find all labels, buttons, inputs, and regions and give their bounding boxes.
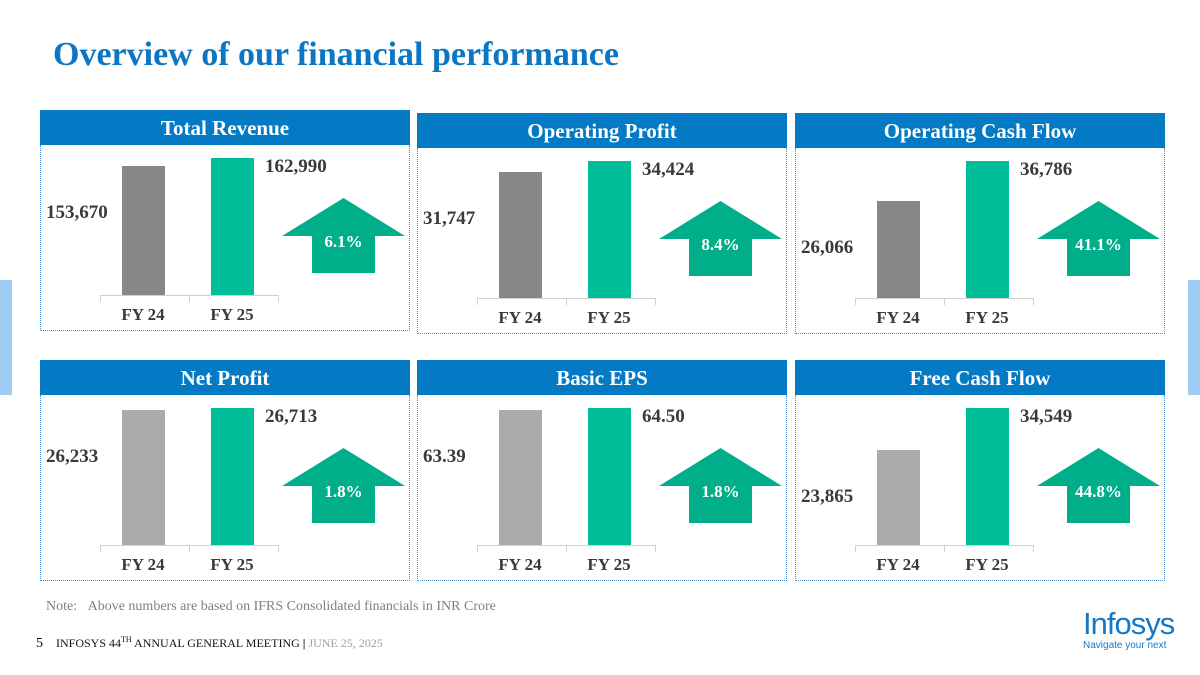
data-label-fy25: 34,549 (1020, 406, 1073, 427)
chart-title: Net Profit (40, 360, 410, 395)
growth-percent: 1.8% (701, 482, 740, 501)
up-arrow-icon (282, 448, 405, 523)
up-arrow-icon (659, 448, 782, 523)
up-arrow-icon (282, 198, 405, 273)
data-label-fy24: 31,747 (423, 207, 476, 229)
chart-title: Operating Profit (417, 113, 787, 148)
data-label-fy25: 26,713 (265, 406, 318, 427)
x-tick-label: FY 24 (876, 308, 920, 327)
x-axis (855, 298, 1034, 305)
up-arrow-icon (1037, 448, 1160, 523)
x-tick-label: FY 24 (121, 555, 165, 574)
data-label-fy24: 26,233 (46, 446, 99, 468)
chart-area (795, 148, 1165, 334)
data-label-fy24: 23,865 (801, 486, 854, 508)
x-tick-label: FY 25 (587, 555, 631, 574)
chart-panel: Operating Cash Flow FY 24 FY 25 26,066 3… (795, 113, 1165, 335)
chart-area (40, 145, 410, 331)
chart-area (417, 148, 787, 334)
bar-fy24 (122, 165, 165, 295)
footer-separator: | (302, 636, 306, 650)
data-label-fy24: 63.39 (423, 446, 466, 468)
bar-fy24 (122, 410, 165, 545)
growth-percent: 1.8% (324, 482, 363, 501)
x-tick-label: FY 25 (965, 308, 1009, 327)
bar-fy25 (211, 158, 254, 295)
bar-fy24 (877, 450, 920, 545)
growth-percent: 41.1% (1075, 235, 1122, 254)
right-accent-bar (1188, 280, 1200, 395)
x-tick-label: FY 25 (210, 305, 254, 324)
x-axis (100, 545, 279, 552)
bar-fy25 (966, 161, 1009, 298)
growth-percent: 8.4% (701, 235, 740, 254)
note-text: Above numbers are based on IFRS Consolid… (87, 599, 496, 614)
bar-fy25 (588, 161, 631, 298)
x-axis (855, 545, 1034, 552)
event-name: INFOSYS 44TH ANNUAL GENERAL MEETING (56, 635, 300, 650)
logo-name: Infosys (1083, 606, 1175, 641)
infosys-logo: Infosys Navigate your next (1083, 606, 1175, 652)
chart-title: Total Revenue (40, 110, 410, 145)
up-arrow-icon (659, 201, 782, 276)
chart-panel: Free Cash Flow FY 24 FY 25 23,865 34,549… (795, 360, 1165, 582)
bar-fy24 (499, 410, 542, 545)
bar-fy24 (499, 171, 542, 298)
chart-title: Basic EPS (417, 360, 787, 395)
event-date: JUNE 25, 2025 (308, 636, 383, 650)
x-tick-label: FY 24 (498, 555, 542, 574)
page-number: 5 (36, 636, 43, 651)
x-tick-label: FY 25 (210, 555, 254, 574)
x-tick-label: FY 24 (121, 305, 165, 324)
x-tick-label: FY 24 (498, 308, 542, 327)
chart-area (417, 395, 787, 581)
up-arrow-icon (1037, 201, 1160, 276)
bar-fy25 (966, 408, 1009, 545)
chart-area (40, 395, 410, 581)
bar-fy25 (588, 408, 631, 545)
chart-title: Operating Cash Flow (795, 113, 1165, 148)
bar-fy25 (211, 408, 254, 545)
data-label-fy24: 153,670 (46, 201, 108, 223)
data-label-fy25: 64.50 (642, 406, 685, 427)
data-label-fy25: 162,990 (265, 156, 327, 177)
x-tick-label: FY 25 (965, 555, 1009, 574)
x-axis (477, 545, 656, 552)
x-axis (100, 295, 279, 302)
footnote: Note: Above numbers are based on IFRS Co… (46, 599, 496, 615)
chart-area (795, 395, 1165, 581)
chart-panel: Total Revenue FY 24 FY 25 153,670 162,99… (40, 110, 410, 332)
chart-panel: Operating Profit FY 24 FY 25 31,747 34,4… (417, 113, 787, 335)
left-accent-bar (0, 280, 12, 395)
data-label-fy24: 26,066 (801, 236, 854, 258)
logo-tagline: Navigate your next (1083, 640, 1167, 651)
chart-title: Free Cash Flow (795, 360, 1165, 395)
x-tick-label: FY 25 (587, 308, 631, 327)
data-label-fy25: 34,424 (642, 159, 695, 180)
growth-percent: 6.1% (324, 232, 363, 251)
x-axis (477, 298, 656, 305)
x-tick-label: FY 24 (876, 555, 920, 574)
note-label: Note: (46, 599, 78, 614)
footer: 5 INFOSYS 44TH ANNUAL GENERAL MEETING | … (36, 635, 383, 652)
bar-fy24 (877, 200, 920, 298)
chart-panel: Net Profit FY 24 FY 25 26,233 26,713 1.8… (40, 360, 410, 582)
data-label-fy25: 36,786 (1020, 159, 1073, 180)
page-title: Overview of our financial performance (53, 36, 619, 73)
chart-panel: Basic EPS FY 24 FY 25 63.39 64.50 1.8% (417, 360, 787, 582)
growth-percent: 44.8% (1075, 482, 1122, 501)
